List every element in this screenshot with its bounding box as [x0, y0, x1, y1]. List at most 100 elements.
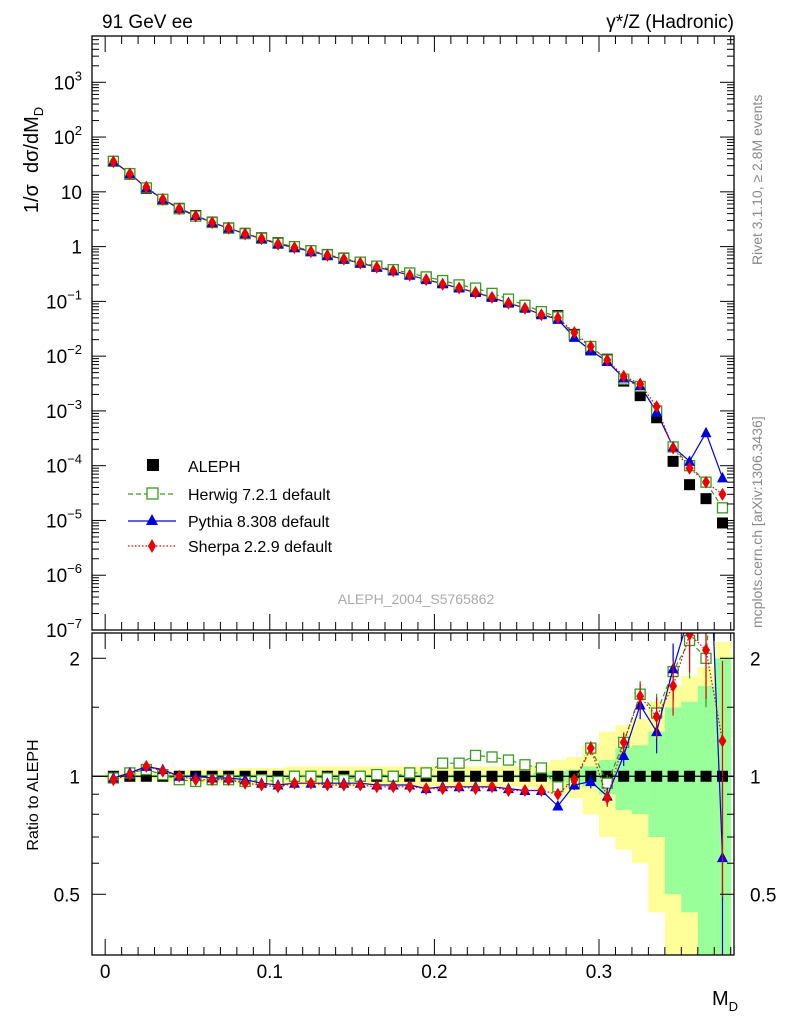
sherpa-ratio-point [718, 734, 727, 748]
legend-herwig-marker [146, 487, 159, 500]
aleph-ratio-point [486, 770, 498, 782]
sherpa-ratio-point [685, 633, 694, 641]
sherpa-ratio-point [241, 776, 250, 790]
sherpa-ratio-point [142, 759, 151, 773]
sherpa-ratio-point [290, 776, 299, 790]
sherpa-ratio-point [224, 773, 233, 787]
aleph-main-point [684, 479, 696, 491]
ratio-tick-label: 1 [69, 767, 80, 788]
sherpa-ratio-point [323, 778, 332, 792]
sherpa-main-point [586, 339, 595, 353]
y-tick-label: 10 [61, 183, 82, 204]
sherpa-main-point [718, 487, 727, 501]
band-green [648, 731, 666, 837]
band-green [664, 707, 682, 895]
ratio-tick-label-right: 1 [750, 767, 761, 788]
sherpa-main-point [455, 281, 464, 295]
sherpa-main-point [405, 268, 414, 282]
herwig-ratio-point [502, 754, 515, 766]
sherpa-main-point [208, 216, 217, 230]
herwig-ratio-point [420, 767, 432, 779]
sherpa-main-point [537, 308, 546, 322]
sherpa-main-point [553, 311, 562, 325]
ratio-tick-label: 2 [69, 649, 80, 670]
pythia-main-point [700, 426, 712, 438]
herwig-ratio-point [436, 757, 449, 769]
herwig-ratio-point [519, 759, 531, 771]
pythia-ratio-point [585, 775, 597, 786]
y-tick-label: 10−6 [46, 561, 82, 587]
sherpa-main-point [603, 353, 612, 367]
main-plot-layer [107, 155, 729, 529]
herwig-main-point [716, 502, 729, 514]
x-tick-label: 0.1 [257, 962, 283, 983]
sherpa-ratio-point [603, 791, 612, 805]
sherpa-main-point [389, 264, 398, 278]
sherpa-ratio-point [636, 689, 645, 703]
aleph-main-point [667, 455, 679, 467]
sherpa-main-point [257, 232, 266, 246]
pythia-ratio-point [552, 799, 564, 811]
sherpa-main-point [158, 192, 167, 206]
aleph-ratio-point [552, 770, 564, 782]
sherpa-main-point [372, 260, 381, 274]
sherpa-main-point [702, 475, 711, 489]
sherpa-main-point [142, 180, 151, 194]
ratio-tick-label-right: 0.5 [750, 885, 776, 906]
ratio-tick-label-right: 2 [750, 649, 761, 670]
sherpa-main-point [224, 221, 233, 235]
sherpa-ratio-point [257, 778, 266, 792]
aleph-ratio-point [684, 770, 696, 782]
sherpa-main-point [175, 202, 184, 216]
x-tick-label: 0.2 [421, 962, 447, 983]
sherpa-main-point [422, 273, 431, 287]
sherpa-main-point [619, 369, 628, 383]
sherpa-main-point [109, 155, 118, 169]
sherpa-main-point [669, 441, 678, 455]
sherpa-main-point [356, 256, 365, 270]
sherpa-main-point [520, 301, 529, 315]
herwig-ratio-point [371, 768, 383, 781]
legend-aleph-label: ALEPH [188, 459, 240, 476]
herwig-ratio-point [404, 767, 416, 779]
sherpa-main-point [323, 248, 332, 262]
sherpa-main-point [306, 245, 315, 259]
pythia-ratio-point [684, 608, 695, 619]
y-tick-label: 10−1 [46, 287, 82, 313]
watermark: ALEPH_2004_S5765862 [338, 591, 495, 607]
y-tick-label: 10−5 [46, 506, 82, 532]
sherpa-main-point [290, 241, 299, 255]
legend-sherpa-marker [148, 539, 156, 553]
sherpa-main-point [241, 227, 250, 241]
sherpa-ratio-point [208, 773, 217, 787]
sherpa-main-point [125, 167, 134, 181]
pythia-main-line [113, 160, 724, 479]
aleph-main-point [634, 390, 646, 402]
sherpa-ratio-point [471, 782, 480, 796]
band-green [697, 685, 715, 955]
sherpa-ratio-point [125, 768, 134, 782]
sherpa-ratio-point [389, 780, 398, 794]
sherpa-ratio-point [455, 780, 464, 794]
legend-herwig-label: Herwig 7.2.1 default [188, 487, 331, 504]
axes-layer: 10−7 10−6 10−5 10−4 10−3 10−2 10−1 1 10 102 103 0 0.… [46, 35, 776, 983]
pythia-main-point [716, 471, 728, 483]
y-tick-label: 103 [54, 68, 82, 94]
sherpa-main-point [504, 296, 513, 310]
y-tick-label: 10−2 [46, 342, 82, 368]
pythia-ratio-point [618, 749, 630, 760]
pythia-main-point [684, 455, 696, 466]
x-tick-label: 0.3 [586, 962, 612, 983]
aleph-main-point [700, 493, 712, 505]
sherpa-ratio-point [504, 783, 513, 797]
header-right: γ*/Z (Hadronic) [606, 12, 734, 33]
sherpa-main-point [339, 252, 348, 266]
aleph-ratio-point [502, 770, 514, 782]
y-tick-label: 1 [71, 238, 82, 259]
herwig-main-line [113, 160, 724, 509]
legend-aleph-marker [147, 459, 159, 471]
sherpa-main-point [488, 290, 497, 304]
aleph-ratio-point [535, 770, 547, 782]
sherpa-ratio-point [306, 776, 315, 790]
